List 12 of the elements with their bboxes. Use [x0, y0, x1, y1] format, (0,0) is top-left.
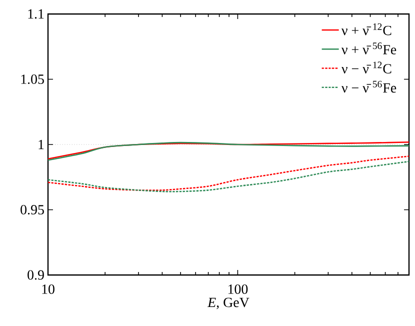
y-tick-label: 0.95 — [20, 205, 44, 214]
x-tick-label: 10 — [42, 284, 54, 294]
x-axis-title: E, GeV — [207, 298, 250, 310]
y-tick-label: 0.9 — [28, 270, 44, 280]
x-tick-label: 100 — [228, 284, 248, 294]
legend-label: ν + ν̄$^{12}$C — [341, 23, 392, 36]
legend-label: ν − ν̄$^{56}$Fe — [341, 80, 396, 93]
legend-label: ν − ν̄$^{12}$C — [341, 62, 392, 74]
y-tick-label: 1 — [38, 140, 44, 150]
y-tick-label: 1.1 — [28, 9, 44, 19]
legend-label: ν + ν̄$^{56}$Fe — [341, 42, 396, 54]
y-tick-label: 1.05 — [21, 74, 44, 84]
